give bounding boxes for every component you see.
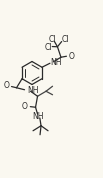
Text: NH: NH (32, 112, 44, 121)
Text: O: O (22, 102, 28, 111)
Text: Cl: Cl (44, 43, 52, 52)
Text: NH: NH (50, 58, 62, 67)
Text: NH: NH (28, 86, 39, 95)
Text: Cl: Cl (48, 35, 56, 44)
Text: O: O (69, 52, 75, 61)
Text: O: O (3, 81, 9, 90)
Text: Cl: Cl (62, 35, 69, 44)
